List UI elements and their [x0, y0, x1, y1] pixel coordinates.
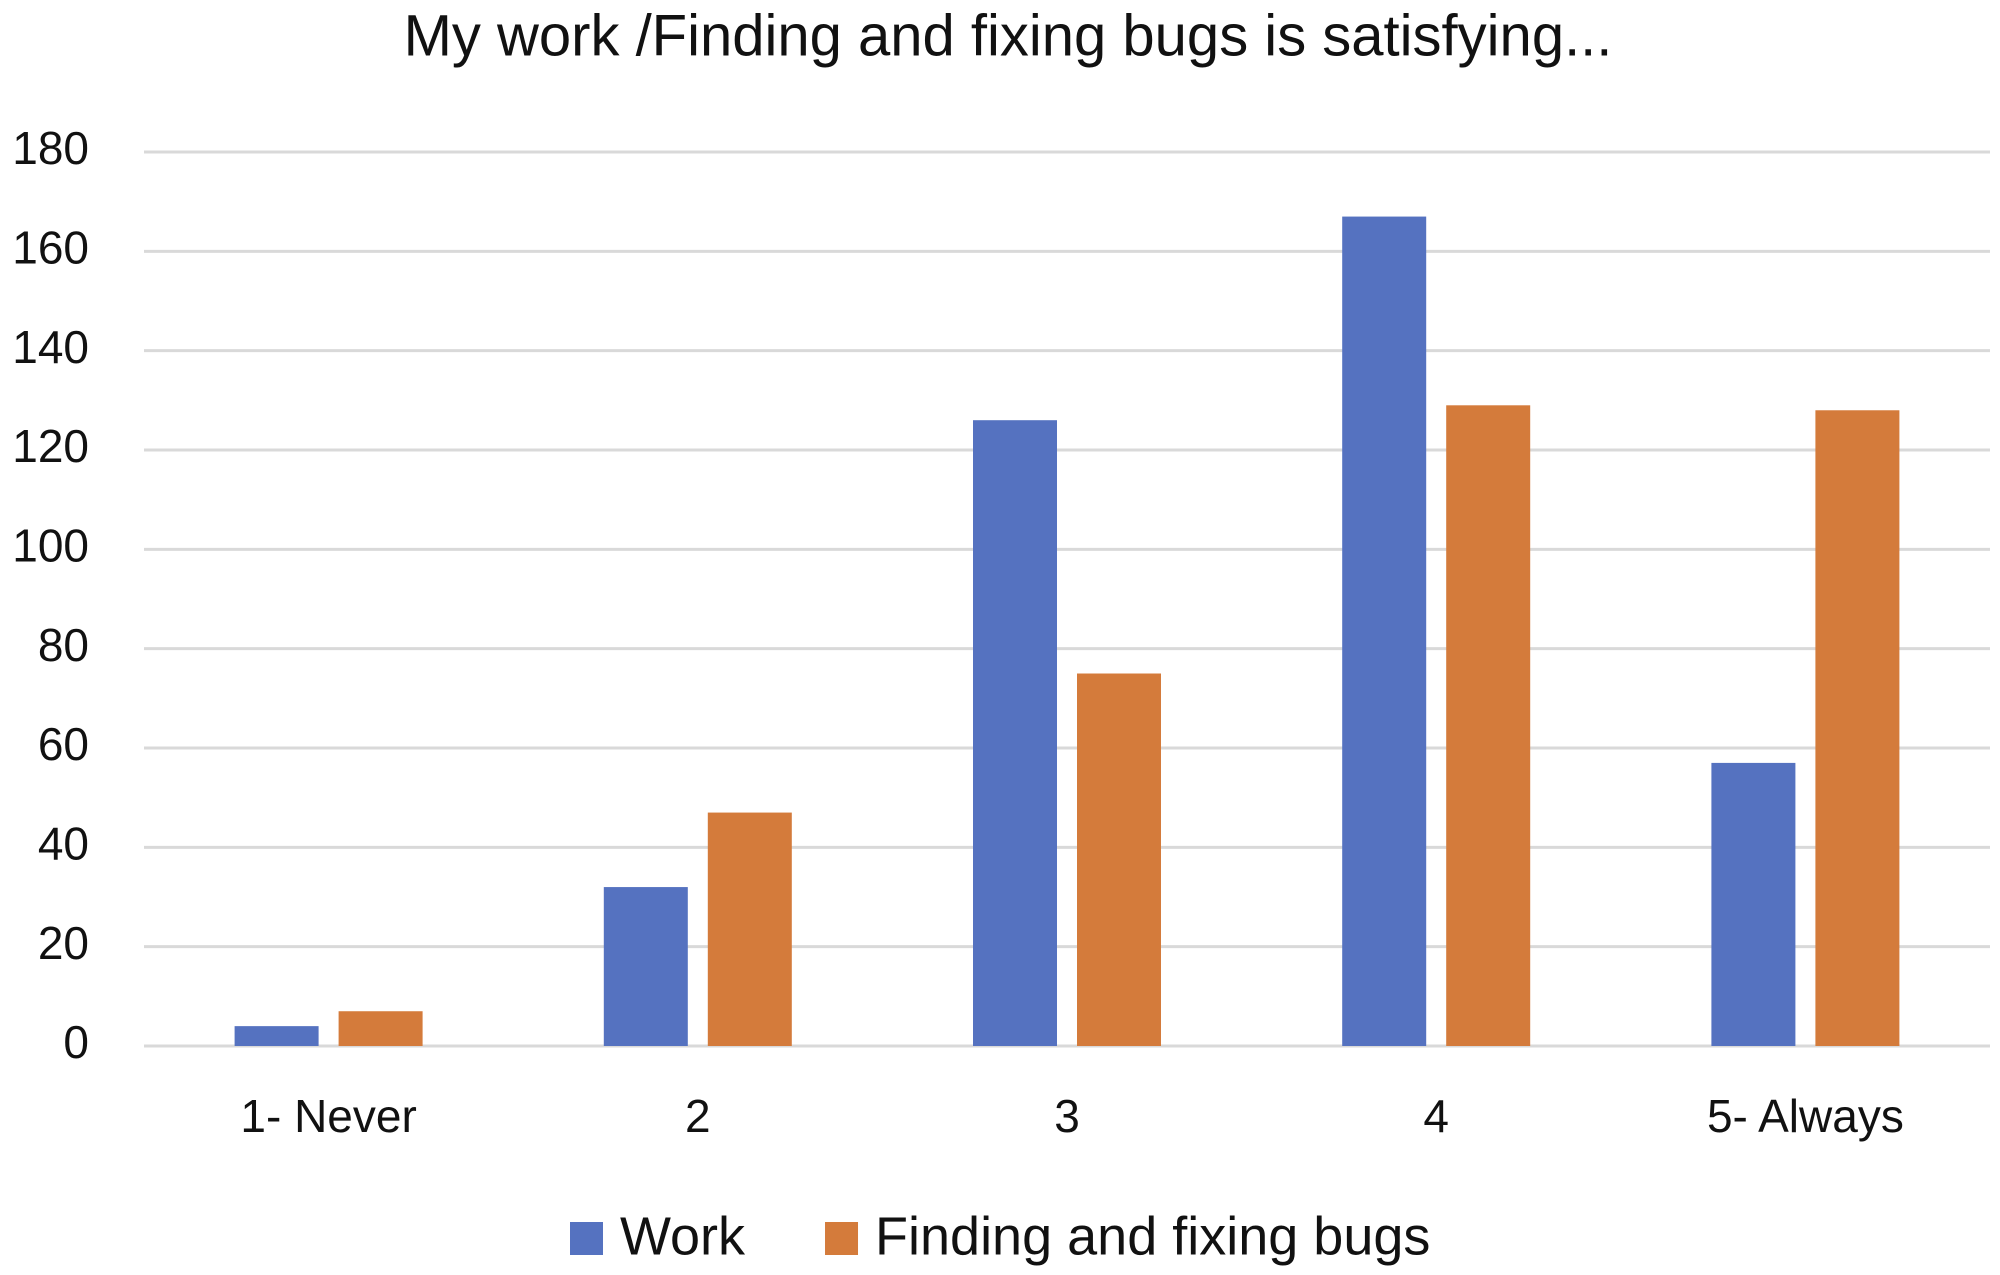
legend-label: Finding and fixing bugs	[875, 1206, 1430, 1266]
bar	[1446, 405, 1531, 1046]
legend-label: Work	[620, 1206, 746, 1266]
x-tick-label: 2	[685, 1090, 711, 1142]
legend-swatch	[570, 1222, 603, 1255]
y-tick-label: 40	[38, 817, 89, 869]
bar	[234, 1026, 319, 1046]
bar	[603, 887, 688, 1046]
bar	[973, 420, 1057, 1046]
y-tick-label: 180	[12, 122, 89, 174]
x-tick-label: 5- Always	[1707, 1090, 1904, 1142]
y-tick-label: 80	[38, 619, 89, 671]
x-tick-label: 1- Never	[240, 1090, 416, 1142]
chart-title: My work /Finding and fixing bugs is sati…	[404, 3, 1613, 68]
y-tick-label: 0	[63, 1016, 89, 1068]
bar	[338, 1011, 423, 1046]
bar	[707, 812, 792, 1046]
x-tick-label: 4	[1423, 1090, 1449, 1142]
y-tick-label: 140	[12, 321, 89, 373]
legend-swatch	[825, 1222, 859, 1255]
y-tick-label: 20	[38, 917, 89, 969]
bar	[1711, 762, 1796, 1046]
x-tick-label: 3	[1054, 1090, 1080, 1142]
y-tick-label: 160	[12, 221, 89, 273]
bar	[1815, 410, 1900, 1046]
y-tick-label: 100	[12, 519, 89, 571]
y-tick-label: 120	[12, 420, 89, 472]
bar	[1342, 216, 1427, 1047]
y-tick-label: 60	[38, 718, 89, 770]
bar	[1077, 673, 1161, 1046]
